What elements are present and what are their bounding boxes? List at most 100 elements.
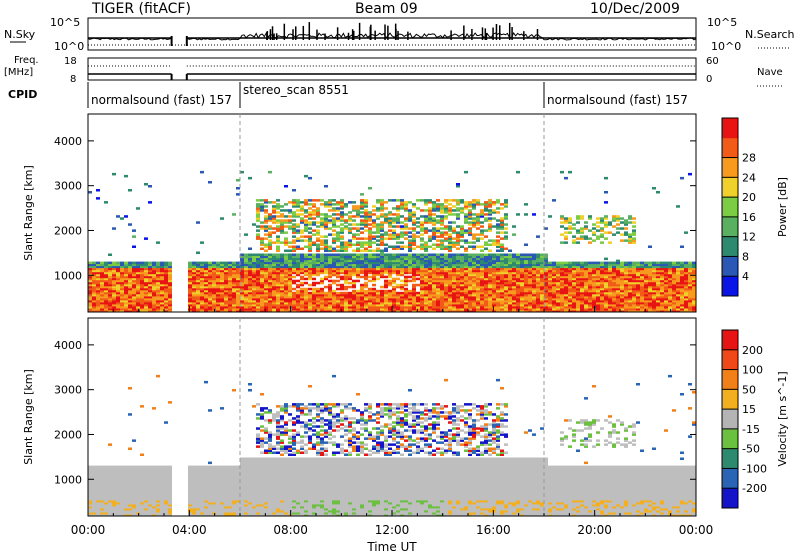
power-cell bbox=[640, 267, 644, 271]
power-cell bbox=[420, 255, 424, 259]
power-cell bbox=[88, 261, 92, 265]
power-cell bbox=[420, 308, 424, 311]
power-cell bbox=[448, 273, 452, 277]
power-cell bbox=[392, 253, 396, 256]
power-cell bbox=[276, 249, 280, 252]
power-cell bbox=[648, 281, 652, 285]
power-cell bbox=[636, 287, 640, 291]
power-cell bbox=[124, 261, 128, 265]
power-cell bbox=[664, 299, 668, 303]
power-cell bbox=[472, 283, 476, 287]
power-cell bbox=[284, 277, 288, 281]
power-cell bbox=[272, 285, 276, 289]
power-cell bbox=[328, 199, 332, 202]
power-cell bbox=[660, 297, 664, 301]
power-cell bbox=[432, 277, 436, 281]
power-cell bbox=[408, 255, 412, 259]
power-cell bbox=[240, 303, 244, 307]
power-cell bbox=[108, 271, 112, 275]
power-cell bbox=[368, 299, 372, 303]
power-cell bbox=[544, 259, 548, 263]
power-cell bbox=[228, 283, 232, 287]
power-cell bbox=[512, 293, 516, 297]
power-cell bbox=[408, 241, 412, 244]
power-cell bbox=[668, 275, 672, 279]
power-cell bbox=[268, 308, 272, 311]
power-cell bbox=[280, 263, 284, 267]
power-cell bbox=[116, 273, 120, 277]
power-cell bbox=[524, 281, 528, 285]
power-cell bbox=[676, 277, 680, 281]
power-cell bbox=[392, 291, 396, 295]
power-cell bbox=[88, 285, 92, 289]
power-cell bbox=[376, 239, 380, 242]
power-cell bbox=[520, 301, 524, 305]
power-cell bbox=[152, 285, 156, 289]
power-cell bbox=[412, 301, 416, 305]
power-cell bbox=[280, 261, 284, 265]
power-cell bbox=[108, 281, 112, 285]
power-cell bbox=[512, 297, 516, 301]
power-cell bbox=[512, 289, 516, 293]
power-cell bbox=[600, 241, 604, 244]
power-cell bbox=[456, 306, 460, 309]
power-cell bbox=[324, 267, 328, 271]
power-cell bbox=[484, 269, 488, 273]
power-cell bbox=[400, 247, 404, 250]
power-cell bbox=[300, 213, 304, 216]
power-cell bbox=[492, 257, 496, 261]
power-cell bbox=[496, 239, 500, 242]
power-cell bbox=[120, 283, 124, 287]
power-cell bbox=[344, 293, 348, 297]
power-cell bbox=[340, 303, 344, 307]
power-cell bbox=[364, 243, 368, 246]
power-cell bbox=[440, 243, 444, 246]
power-cell bbox=[204, 263, 208, 267]
power-cell bbox=[264, 289, 268, 293]
power-cell bbox=[560, 285, 564, 289]
power-cell bbox=[616, 227, 620, 230]
power-cell bbox=[224, 301, 228, 305]
power-cell bbox=[660, 275, 664, 279]
power-cell bbox=[128, 308, 132, 311]
power-cell bbox=[136, 267, 140, 271]
power-cell bbox=[328, 203, 332, 206]
power-cell bbox=[540, 301, 544, 305]
power-cell bbox=[520, 285, 524, 289]
power-cell bbox=[556, 310, 560, 313]
power-cell bbox=[148, 263, 152, 267]
power-cell bbox=[96, 285, 100, 289]
power-cell bbox=[576, 293, 580, 297]
power-cell bbox=[236, 273, 240, 277]
power-cell bbox=[160, 281, 164, 285]
power-cell bbox=[656, 261, 660, 265]
power-cell bbox=[656, 263, 660, 267]
power-cell bbox=[236, 289, 240, 293]
power-cell bbox=[408, 301, 412, 305]
power-cell bbox=[488, 239, 492, 242]
power-cell bbox=[676, 299, 680, 303]
power-cell bbox=[204, 273, 208, 277]
nsearch-tick-low: 10^0 bbox=[711, 40, 741, 53]
power-cell bbox=[504, 205, 508, 208]
power-cell bbox=[156, 301, 160, 305]
power-cell bbox=[352, 303, 356, 307]
power-cell bbox=[416, 265, 420, 269]
power-cell bbox=[384, 253, 388, 256]
power-cell bbox=[668, 283, 672, 287]
power-cell bbox=[260, 263, 264, 267]
power-cell bbox=[288, 299, 292, 303]
power-cell bbox=[144, 306, 148, 309]
power-cell bbox=[488, 297, 492, 301]
power-cell bbox=[404, 277, 408, 281]
power-cell bbox=[296, 289, 300, 293]
power-cell bbox=[424, 259, 428, 263]
power-cell bbox=[388, 237, 392, 240]
power-cell bbox=[456, 267, 460, 271]
power-cell bbox=[576, 241, 580, 244]
power-cell bbox=[328, 301, 332, 305]
power-cell bbox=[300, 229, 304, 232]
power-cell bbox=[288, 257, 292, 261]
power-cell bbox=[664, 283, 668, 287]
power-cell bbox=[412, 267, 416, 271]
